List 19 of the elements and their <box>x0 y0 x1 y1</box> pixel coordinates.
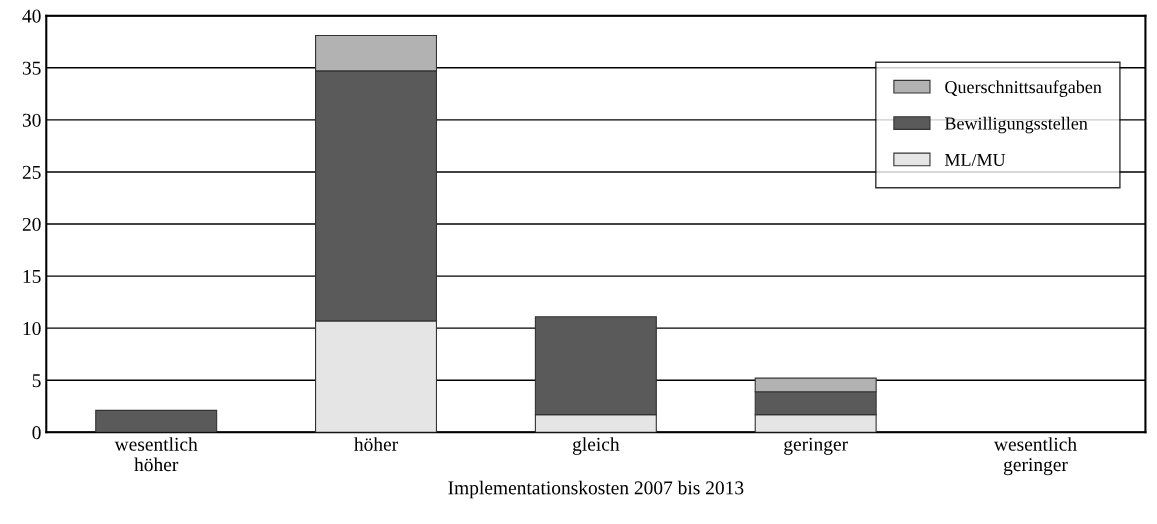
x-tick-label: wesentlich geringer <box>993 437 1077 476</box>
y-tick-label: 15 <box>23 269 41 284</box>
x-tick-label: geringer <box>784 437 848 455</box>
y-tick-label: 0 <box>32 426 41 440</box>
y-tick-label: 40 <box>22 9 41 23</box>
legend-label: Querschnittsaufgaben <box>945 80 1102 97</box>
y-tick-label: 20 <box>22 217 41 231</box>
y-tick-label: 25 <box>22 165 41 179</box>
y-tick-label: 30 <box>22 113 41 127</box>
x-axis-title: Implementationskosten 2007 bis 2013 <box>448 480 744 499</box>
y-tick-label: 10 <box>23 321 41 336</box>
y-tick-label: 35 <box>22 61 41 75</box>
x-tick-label: wesentlich höher <box>114 437 198 472</box>
y-tick-label: 5 <box>32 374 41 388</box>
legend-label: ML/MU <box>944 153 1006 166</box>
legend-label: Bewilligungsstellen <box>944 116 1088 134</box>
x-tick-label: gleich <box>572 437 620 455</box>
x-tick-label: höher <box>354 437 398 451</box>
bar <box>95 409 218 433</box>
